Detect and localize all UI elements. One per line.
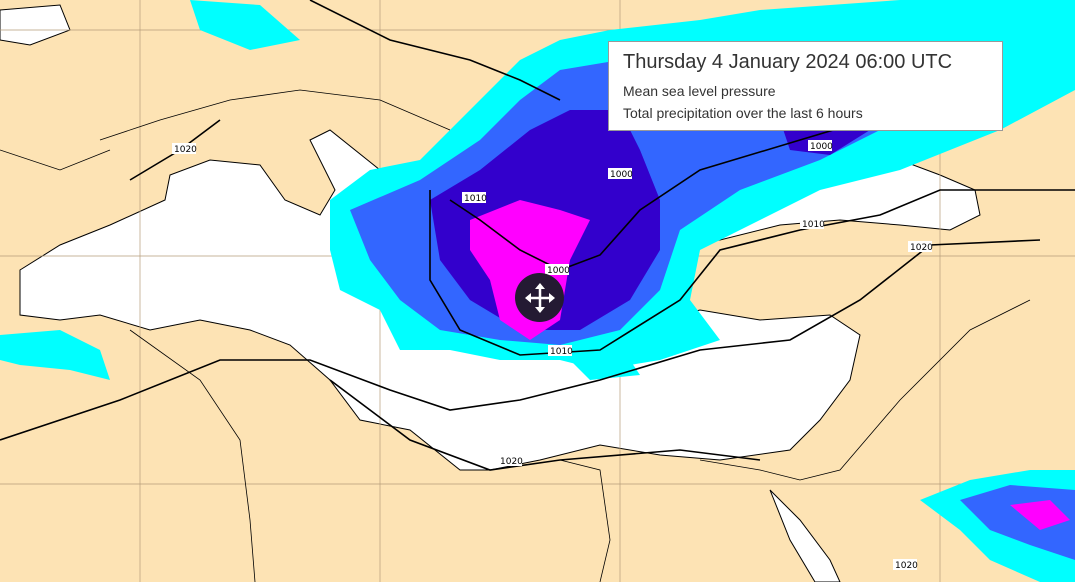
country-borders <box>0 89 1031 582</box>
forecast-time: Thursday 4 January 2024 06:00 UTC <box>623 51 953 73</box>
svg-text:1000: 1000 <box>547 266 570 276</box>
svg-text:1010: 1010 <box>802 220 825 230</box>
svg-text:1000: 1000 <box>610 170 633 180</box>
red-sea <box>769 489 841 582</box>
isobar-label: 1020 <box>172 143 197 155</box>
svg-text:1010: 1010 <box>550 347 573 357</box>
svg-text:1020: 1020 <box>500 457 523 467</box>
caspian-top <box>0 4 71 46</box>
isobar-label: 1010 <box>548 345 573 357</box>
isobar-labels: 1020 1010 1000 1000 1010 1020 1000 1010 … <box>172 140 933 571</box>
svg-text:1010: 1010 <box>464 194 487 204</box>
svg-text:1020: 1020 <box>174 145 197 155</box>
isobar-label: 1020 <box>498 455 523 467</box>
isobar-label: 1010 <box>800 218 825 230</box>
isobar-label: 1000 <box>608 168 633 180</box>
isobar-label: 1020 <box>908 241 933 253</box>
isobar-label: 1000 <box>545 264 570 276</box>
map-legend: Thursday 4 January 2024 06:00 UTC Mean s… <box>608 41 1003 131</box>
isobar-label: 1000 <box>808 140 833 152</box>
svg-text:1020: 1020 <box>910 243 933 253</box>
isobar-label: 1010 <box>462 192 487 204</box>
move-arrows-icon <box>524 282 555 313</box>
layer-label-precipitation: Total precipitation over the last 6 hour… <box>623 105 863 121</box>
pan-button[interactable] <box>515 273 564 322</box>
isobar-label: 1020 <box>893 559 918 571</box>
svg-text:1000: 1000 <box>810 142 833 152</box>
svg-text:1020: 1020 <box>895 561 918 571</box>
layer-label-pressure: Mean sea level pressure <box>623 83 776 99</box>
